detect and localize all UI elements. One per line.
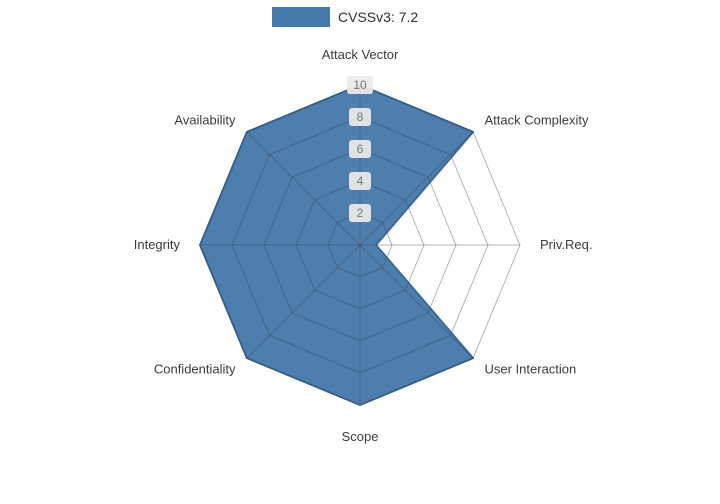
radar-grid-ring [295, 180, 425, 310]
radar-spoke [246, 244, 361, 359]
radar-grid-ring [263, 148, 457, 342]
legend-label: CVSSv3: 7.2 [338, 9, 419, 25]
radial-tick-label: 8 [357, 110, 364, 124]
legend-swatch [272, 7, 330, 27]
axis-label-confidentiality: Confidentiality [154, 362, 236, 377]
radial-tick-box [349, 140, 371, 158]
radar-area [199, 84, 475, 406]
radial-tick-label: 4 [357, 174, 364, 188]
axis-label-scope: Scope [342, 429, 379, 444]
axis-label-attack-vector: Attack Vector [322, 47, 399, 62]
radar-grid-ring [231, 116, 489, 374]
axis-label-attack-complexity: Attack Complexity [485, 113, 590, 128]
axis-label-priv-req: Priv.Req. [540, 237, 593, 252]
radial-tick-box [349, 172, 371, 190]
radial-tick-label: 6 [357, 142, 364, 156]
radial-tick-box [349, 204, 371, 222]
radar-spoke [359, 244, 474, 359]
radar-grid-ring [199, 84, 521, 406]
radar-spoke [246, 131, 361, 246]
radial-tick-label: 10 [353, 78, 367, 92]
radial-tick-box [347, 76, 373, 94]
radar-spoke [359, 131, 474, 246]
legend[interactable]: CVSSv3: 7.2 [272, 7, 418, 27]
radial-tick-label: 2 [357, 206, 364, 220]
axis-label-availability: Availability [174, 113, 236, 128]
axis-label-integrity: Integrity [134, 237, 181, 252]
axis-label-user-interaction: User Interaction [485, 362, 577, 377]
radial-tick-box [349, 108, 371, 126]
radar-grid-ring [327, 212, 393, 278]
